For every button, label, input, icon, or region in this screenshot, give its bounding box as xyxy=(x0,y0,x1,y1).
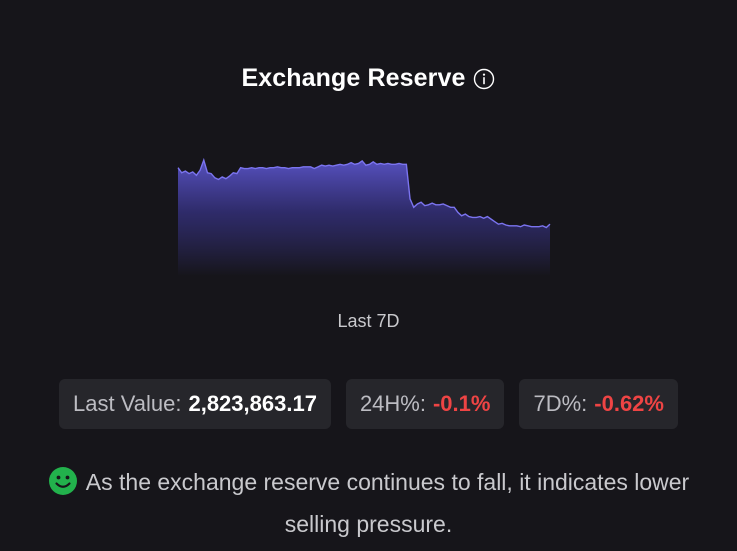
change-24h-value: -0.1% xyxy=(432,391,491,416)
insight-text: As the exchange reserve continues to fal… xyxy=(0,461,737,545)
change-7d-chip: 7D%: -0.62% xyxy=(519,379,678,429)
change-24h-chip: 24H%: -0.1% xyxy=(345,379,505,429)
header: Exchange Reserve xyxy=(0,64,737,93)
reserve-area-chart xyxy=(177,157,551,276)
change-7d-value: -0.62% xyxy=(594,391,664,416)
insight-line-2: selling pressure. xyxy=(284,511,453,537)
change-24h-label: 24H%: xyxy=(359,391,426,416)
reserve-area-fill xyxy=(178,160,550,276)
last-value: 2,823,863.17 xyxy=(188,391,317,416)
stats-row: Last Value: 2,823,863.17 24H%: -0.1% 7D%… xyxy=(0,379,737,429)
reserve-chart xyxy=(176,150,552,276)
smile-icon xyxy=(48,466,78,496)
page-title: Exchange Reserve xyxy=(241,64,466,92)
period-label: Last 7D xyxy=(337,311,400,331)
last-value-label: Last Value: xyxy=(73,391,182,416)
insight-line-1: As the exchange reserve continues to fal… xyxy=(85,469,690,495)
reserve-series-line xyxy=(177,157,551,229)
info-circle-icon[interactable] xyxy=(473,68,495,90)
change-7d-label: 7D%: xyxy=(533,391,588,416)
last-value-chip: Last Value: 2,823,863.17 xyxy=(59,379,331,429)
